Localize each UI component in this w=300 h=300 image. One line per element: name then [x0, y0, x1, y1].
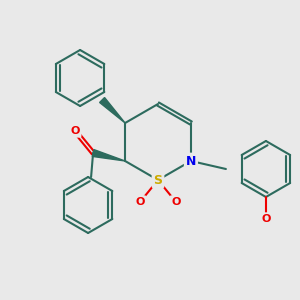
- Text: O: O: [261, 214, 271, 224]
- Text: O: O: [171, 197, 181, 207]
- Text: S: S: [154, 173, 163, 187]
- Polygon shape: [100, 98, 125, 123]
- Text: O: O: [70, 126, 80, 136]
- Polygon shape: [92, 150, 125, 161]
- Text: O: O: [135, 197, 145, 207]
- Text: N: N: [186, 154, 196, 167]
